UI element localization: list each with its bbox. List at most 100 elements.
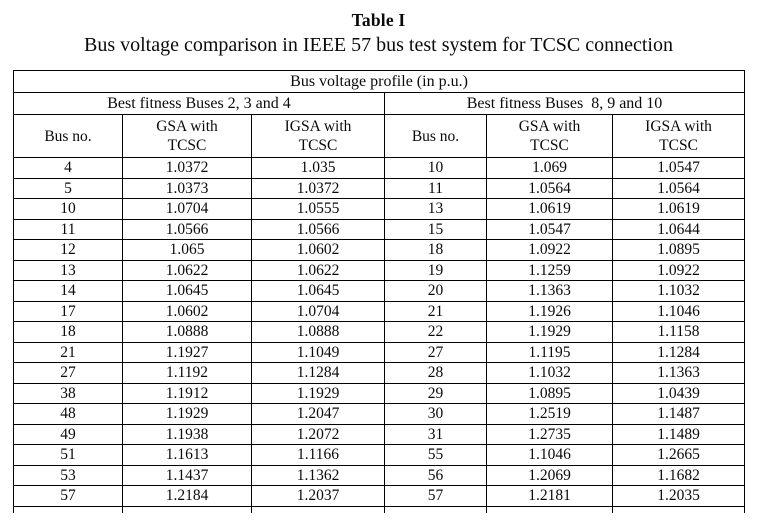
bus-no-cell: 55 [384,444,487,466]
voltage-cell: 1.1927 [122,341,252,363]
voltage-cell: 1.0888 [251,321,385,343]
bus-no-cell: 11 [384,177,487,199]
bus-no-cell: 22 [384,321,487,343]
col-header-gsa-right: GSA with TCSC [486,114,613,158]
voltage-cell: 1.1489 [611,423,746,445]
bus-no-cell: 27 [384,341,487,363]
voltage-cell: 1.1929 [251,382,385,404]
border-stub [13,506,123,513]
voltage-cell: 1.1487 [611,403,746,425]
voltage-cell: 1.2037 [251,485,385,507]
bus-no-cell: 17 [13,300,123,322]
col-header-igsa-right: IGSA with TCSC [611,114,746,158]
table-row: 51 1.1613 1.1166 55 1.1046 1.2665 [13,444,746,466]
voltage-cell: 1.0922 [486,239,613,261]
bus-no-cell: 49 [13,423,123,445]
table-row: 27 1.1192 1.1284 28 1.1032 1.1363 [13,362,746,384]
voltage-cell: 1.035 [251,157,385,179]
table-foot [13,506,746,513]
table-row: 53 1.1437 1.1362 56 1.2069 1.1682 [13,464,746,486]
bus-no-cell: 19 [384,259,487,281]
voltage-cell: 1.1363 [611,362,746,384]
voltage-cell: 1.1912 [122,382,252,404]
border-stub [384,506,487,513]
voltage-cell: 1.0645 [251,280,385,302]
bus-no-cell: 56 [384,464,487,486]
border-stub [122,506,252,513]
voltage-cell: 1.2735 [486,423,613,445]
voltage-cell: 1.1363 [486,280,613,302]
bus-no-cell: 13 [13,259,123,281]
bus-voltage-table: Bus voltage profile (in p.u.) Best fitne… [12,70,746,513]
voltage-cell: 1.1284 [611,341,746,363]
bus-no-cell: 18 [384,239,487,261]
voltage-cell: 1.2181 [486,485,613,507]
bus-no-cell: 5 [13,177,123,199]
voltage-cell: 1.1929 [122,403,252,425]
voltage-cell: 1.0439 [611,382,746,404]
voltage-cell: 1.1362 [251,464,385,486]
table-row: 49 1.1938 1.2072 31 1.2735 1.1489 [13,423,746,445]
bus-no-cell: 4 [13,157,123,179]
voltage-cell: 1.0602 [122,300,252,322]
group-header-left: Best fitness Buses 2, 3 and 4 [13,92,385,115]
voltage-cell: 1.0564 [486,177,613,199]
bus-no-cell: 21 [384,300,487,322]
table-row: 38 1.1912 1.1929 29 1.0895 1.0439 [13,382,746,404]
border-stub [486,506,613,513]
table-row: 21 1.1927 1.1049 27 1.1195 1.1284 [13,341,746,363]
voltage-cell: 1.0888 [122,321,252,343]
table-row: 10 1.0704 1.0555 13 1.0619 1.0619 [13,198,746,220]
voltage-cell: 1.0895 [611,239,746,261]
voltage-cell: 1.1682 [611,464,746,486]
table-row: 11 1.0566 1.0566 15 1.0547 1.0644 [13,218,746,240]
voltage-cell: 1.1166 [251,444,385,466]
voltage-cell: 1.0555 [251,198,385,220]
bus-no-cell: 11 [13,218,123,240]
voltage-cell: 1.1192 [122,362,252,384]
voltage-cell: 1.0547 [486,218,613,240]
voltage-cell: 1.0895 [486,382,613,404]
voltage-cell: 1.1158 [611,321,746,343]
table-body: 4 1.0372 1.035 10 1.069 1.0547 5 1.0373 1.0372 11… [13,157,746,507]
voltage-cell: 1.1938 [122,423,252,445]
bus-no-cell: 48 [13,403,123,425]
voltage-cell: 1.1195 [486,341,613,363]
bus-no-cell: 30 [384,403,487,425]
col-header-bus-no-left: Bus no. [13,114,123,158]
voltage-cell: 1.1046 [486,444,613,466]
bus-no-cell: 18 [13,321,123,343]
group-header-right: Best fitness Buses 8, 9 and 10 [383,92,746,115]
voltage-cell: 1.1437 [122,464,252,486]
bus-no-cell: 21 [13,341,123,363]
table-column-header-row: Bus no. GSA with TCSC IGSA with TCSC Bus… [13,114,746,158]
bus-no-cell: 12 [13,239,123,261]
voltage-cell: 1.0602 [251,239,385,261]
voltage-cell: 1.2184 [122,485,252,507]
table-row: 12 1.065 1.0602 18 1.0922 1.0895 [13,239,746,261]
table-row: 57 1.2184 1.2037 57 1.2181 1.2035 [13,485,746,507]
voltage-cell: 1.0619 [486,198,613,220]
voltage-cell: 1.0645 [122,280,252,302]
voltage-cell: 1.0704 [251,300,385,322]
voltage-cell: 1.2665 [611,444,746,466]
voltage-cell: 1.1926 [486,300,613,322]
bus-no-cell: 13 [384,198,487,220]
table-caption: Bus voltage comparison in IEEE 57 bus te… [83,34,673,56]
bus-no-cell: 10 [384,157,487,179]
voltage-cell: 1.0373 [122,177,252,199]
voltage-cell: 1.0372 [251,177,385,199]
col-header-bus-no-right: Bus no. [384,114,487,158]
voltage-cell: 1.0922 [611,259,746,281]
voltage-cell: 1.0644 [611,218,746,240]
table-row: 4 1.0372 1.035 10 1.069 1.0547 [13,157,746,179]
table-row: 5 1.0373 1.0372 11 1.0564 1.0564 [13,177,746,199]
voltage-cell: 1.0704 [122,198,252,220]
voltage-cell: 1.2072 [251,423,385,445]
voltage-cell: 1.0547 [611,157,746,179]
voltage-cell: 1.1032 [486,362,613,384]
border-stub [611,506,746,513]
voltage-cell: 1.0622 [122,259,252,281]
table-title: Table I [351,10,406,30]
table-group-header-row: Best fitness Buses 2, 3 and 4 Best fitne… [13,92,746,115]
